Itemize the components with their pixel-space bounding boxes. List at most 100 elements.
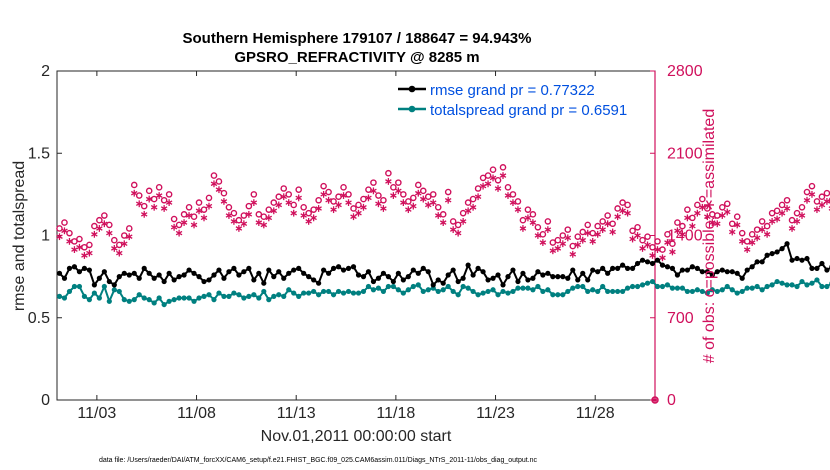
obs-assimilated-point (125, 233, 133, 241)
obs-possible-point (574, 233, 582, 240)
rmse-point (116, 274, 122, 280)
obs-possible-point (763, 222, 771, 230)
totalspread-point (560, 292, 566, 298)
totalspread-point (779, 280, 785, 286)
asterisk-stroke (544, 227, 552, 232)
obs-assimilated-point (743, 246, 751, 253)
rmse-point (206, 277, 212, 283)
rmse-point (590, 267, 596, 273)
asterisk-stroke (549, 248, 557, 254)
obs-assimilated-point (733, 221, 741, 229)
totalspread-point (629, 283, 636, 290)
totalspread-point (380, 288, 387, 295)
y-left-tick-label: 1.5 (28, 145, 50, 162)
rmse-point (570, 267, 576, 273)
totalspread-point (196, 295, 202, 301)
obs-assimilated-point (340, 192, 347, 199)
obs-possible-point (385, 169, 392, 177)
rmse-point (804, 255, 810, 262)
totalspread-point (615, 288, 621, 295)
obs-possible-point (56, 225, 63, 232)
totalspread-point (296, 293, 302, 299)
obs-assimilated-point (390, 192, 397, 199)
y-axis-right-label: # of obs: o=possible; ∗=assimilated (701, 109, 718, 363)
asterisk-stroke (345, 200, 352, 205)
asterisk-stroke (225, 213, 233, 218)
obs-assimilated-point (290, 209, 297, 217)
obs-assimilated-point (275, 201, 283, 209)
rmse-point (739, 275, 745, 281)
asterisk-stroke (489, 175, 497, 181)
rmse-point (311, 277, 317, 283)
obs-possible-point (135, 192, 143, 199)
obs-possible-point (604, 212, 611, 219)
obs-possible-point (699, 195, 706, 203)
rmse-point (325, 270, 332, 276)
asterisk-stroke (121, 241, 128, 246)
rmse-point (146, 270, 152, 276)
asterisk-stroke (778, 210, 786, 216)
asterisk-stroke (569, 252, 577, 257)
rmse-point (350, 264, 357, 270)
rmse-series (56, 241, 830, 288)
rmse-point (550, 274, 556, 280)
obs-possible-point (474, 185, 482, 192)
totalspread-point (201, 293, 207, 299)
rmse-point (231, 265, 237, 271)
legend-spread-marker (408, 105, 416, 113)
obs-possible-point (733, 213, 741, 220)
right-axis-zero-marker (651, 396, 659, 404)
obs-possible-point (713, 212, 721, 219)
obs-possible-point (205, 194, 213, 202)
asterisk-stroke (439, 220, 447, 225)
totalspread-point (724, 283, 730, 290)
obs-possible-point (375, 192, 382, 199)
totalspread-point (684, 288, 690, 295)
obs-assimilated-point (778, 209, 786, 217)
obs-assimilated-point (464, 207, 472, 215)
obs-assimilated-point (150, 203, 158, 211)
obs-assimilated-point (56, 233, 63, 241)
totalspread-point (769, 282, 775, 288)
obs-assimilated-point (629, 235, 636, 243)
y-left-tick-label: 1 (41, 228, 50, 245)
rmse-point (684, 267, 690, 273)
asterisk-stroke (415, 190, 422, 196)
asterisk-stroke (56, 234, 63, 239)
obs-possible-point (689, 214, 696, 222)
obs-possible-point (290, 201, 298, 209)
obs-possible-point (444, 188, 452, 196)
obs-possible-point (145, 187, 153, 195)
obs-possible-point (494, 176, 502, 184)
obs-assimilated-point (121, 240, 128, 248)
asterisk-stroke (753, 235, 761, 241)
asterisk-stroke (290, 210, 297, 216)
totalspread-point (425, 287, 431, 293)
totalspread-point (321, 288, 327, 295)
totalspread-point (76, 283, 83, 290)
obs-assimilated-point (813, 206, 821, 214)
totalspread-point (66, 288, 73, 295)
obs-possible-point (340, 184, 347, 191)
rmse-point (495, 272, 501, 278)
rmse-point (221, 275, 227, 281)
obs-possible-point (549, 239, 557, 246)
asterisk-stroke (699, 205, 706, 210)
obs-possible-point (71, 238, 78, 245)
obs-assimilated-point (250, 199, 258, 206)
obs-possible-point (634, 223, 641, 231)
obs-possible-point (81, 243, 88, 251)
asterisk-stroke (61, 228, 68, 234)
totalspread-point (754, 283, 760, 290)
obs-assimilated-point (345, 199, 352, 206)
asterisk-stroke (240, 221, 248, 227)
obs-possible-point (753, 226, 761, 233)
asterisk-stroke (250, 200, 258, 205)
asterisk-stroke (130, 190, 138, 196)
rmse-point (525, 277, 531, 283)
rmse-point (216, 267, 222, 273)
asterisk-stroke (375, 201, 382, 207)
totalspread-point (565, 288, 571, 295)
legend-box (393, 77, 651, 121)
